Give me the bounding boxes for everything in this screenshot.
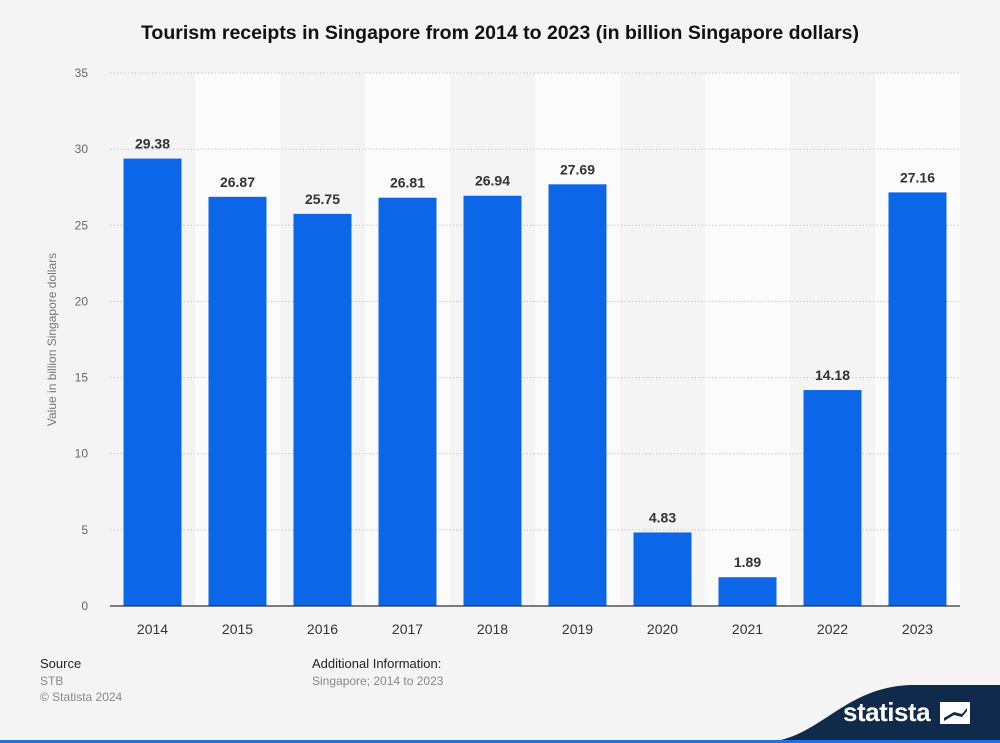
bar: [633, 532, 692, 606]
y-tick-label: 10: [75, 447, 89, 461]
column-band: [705, 73, 790, 606]
x-tick-label: 2020: [647, 621, 678, 637]
x-tick-label: 2018: [477, 621, 508, 637]
bar: [123, 158, 182, 606]
data-label: 26.81: [390, 175, 425, 191]
y-tick-label: 20: [75, 294, 89, 308]
statista-flag-icon: [940, 702, 970, 724]
bar: [888, 192, 947, 606]
copyright-text: © Statista 2024: [40, 690, 123, 704]
bar: [718, 577, 777, 606]
y-tick-label: 30: [75, 142, 89, 156]
source-value: STB: [40, 674, 64, 688]
bottom-accent-line: [0, 740, 1000, 743]
x-tick-label: 2015: [222, 621, 253, 637]
y-axis-label: Value in billion Singapore dollars: [45, 253, 59, 426]
y-tick-label: 5: [81, 523, 88, 537]
y-tick-label: 15: [75, 371, 89, 385]
bar-chart: 0 5 10 15 20 25 30 35 Value in billion Singapore…: [45, 66, 960, 637]
x-tick-label: 2014: [137, 621, 168, 637]
y-tick-label: 25: [75, 218, 89, 232]
statista-wordmark[interactable]: statista: [843, 697, 931, 727]
bar: [803, 390, 862, 606]
bar: [378, 197, 437, 607]
x-tick-label: 2019: [562, 621, 593, 637]
chart-title: Tourism receipts in Singapore from 2014 …: [140, 22, 860, 44]
additional-info-heading: Additional Information:: [312, 656, 442, 671]
bar: [293, 213, 352, 606]
bar: [463, 195, 522, 606]
x-tick-label: 2022: [817, 621, 848, 637]
x-tick-label: 2017: [392, 621, 423, 637]
data-label: 4.83: [649, 509, 676, 525]
source-heading: Source: [40, 656, 82, 671]
data-label: 27.16: [900, 169, 935, 185]
bar: [208, 196, 267, 606]
data-label: 26.87: [220, 174, 255, 190]
data-label: 14.18: [815, 367, 850, 383]
y-tick-label: 0: [81, 599, 88, 613]
additional-info-value: Singapore; 2014 to 2023: [312, 674, 444, 688]
x-tick-label: 2016: [307, 621, 338, 637]
data-label: 26.94: [475, 173, 510, 189]
data-label: 29.38: [135, 136, 170, 152]
data-label: 25.75: [305, 191, 340, 207]
data-label: 27.69: [560, 161, 595, 177]
y-tick-label: 35: [75, 66, 89, 80]
x-tick-label: 2023: [902, 621, 933, 637]
brand-band: [760, 685, 1000, 743]
data-label: 1.89: [734, 554, 761, 570]
bar: [548, 184, 607, 606]
x-tick-label: 2021: [732, 621, 763, 637]
